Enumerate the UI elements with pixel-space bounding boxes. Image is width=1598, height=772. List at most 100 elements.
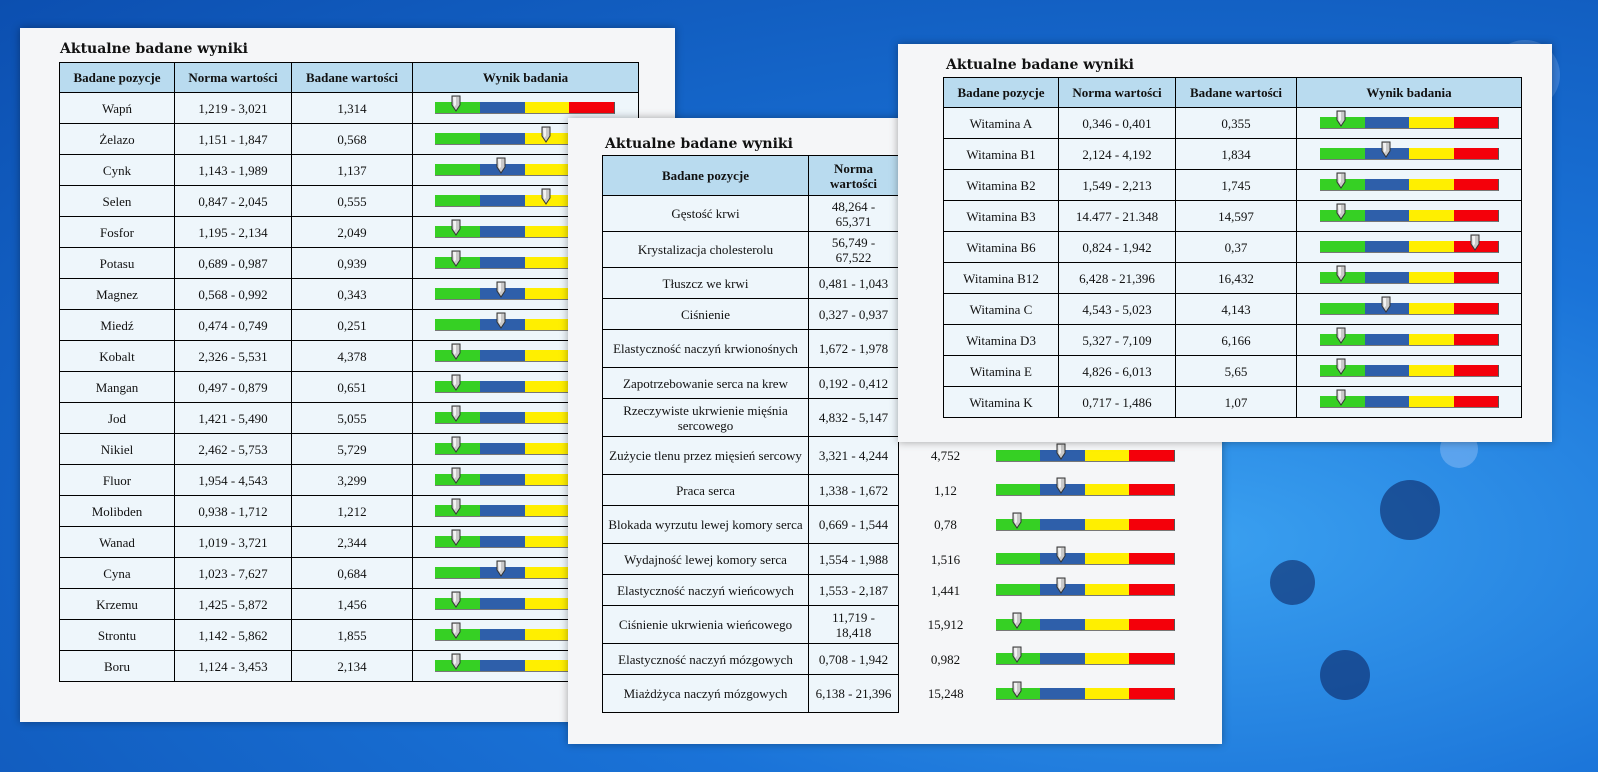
scale-segment [479,505,525,516]
background-molecule [1320,650,1370,700]
column-header: Wynik badania [1296,77,1522,108]
results-panel-minerals: Aktualne badane wyniki Badane pozycje Nor… [20,28,675,722]
row-measured-value: 0,343 [291,278,413,310]
scale-segment [524,164,570,175]
result-scale-bar [1320,389,1499,408]
row-measured-value: 1,07 [1175,386,1297,418]
table-row: Selen 0,847 - 2,045 0,555 [59,185,639,217]
row-measured-value: 1,441 [898,574,993,606]
result-scale-bar [1320,141,1499,160]
row-norm-range: 1,019 - 3,721 [174,526,292,558]
result-scale-bar [1320,234,1499,253]
row-name: Molibden [59,495,175,527]
table-row: Zapotrzebowanie serca na krew 0,192 - 0,4… [602,367,1175,399]
row-measured-value: 0,939 [291,247,413,279]
table-row: Fosfor 1,195 - 2,134 2,049 [59,216,639,248]
scale-segment [1040,618,1085,630]
row-measured-value: 1,456 [291,588,413,620]
row-measured-value: 6,166 [1175,324,1297,356]
table-row: Zużycie tlenu przez mięsień sercowy 3,321… [602,436,1175,475]
scale-segment [479,195,525,206]
row-measured-value: 3,299 [291,464,413,496]
result-scale-bar [1320,172,1499,191]
row-norm-range: 1,954 - 4,543 [174,464,292,496]
row-name: Elastyczność naczyń mózgowych [602,643,809,675]
scale-segment [1364,117,1409,128]
result-bar-cell [992,474,1175,506]
row-name: Jod [59,402,175,434]
scale-segment [1409,148,1454,159]
row-name: Witamina K [943,386,1059,418]
row-norm-range: 1,338 - 1,672 [808,474,899,506]
row-norm-range: 1,421 - 5,490 [174,402,292,434]
table-row: Miażdżyca naczyń mózgowych 6,138 - 21,396… [602,674,1175,713]
row-norm-range: 0,327 - 0,937 [808,298,899,330]
scale-segment [1453,179,1498,190]
scale-segment [1129,484,1174,495]
scale-segment [1320,241,1365,252]
scale-segment [1409,303,1454,314]
result-bar-cell [1296,386,1522,418]
result-marker-icon [1336,389,1346,406]
scale-segment [435,195,480,206]
result-marker-icon [496,560,506,577]
scale-segment [1129,687,1174,699]
scale-segment [995,584,1040,595]
row-norm-range: 0,689 - 0,987 [174,247,292,279]
scale-segment [1453,210,1498,221]
table-row: Wapń 1,219 - 3,021 1,314 [59,92,639,124]
result-marker-icon [451,436,461,453]
result-marker-icon [496,281,506,298]
row-norm-range: 0,708 - 1,942 [808,643,899,675]
row-name: Nikiel [59,433,175,465]
row-norm-range: 6,428 - 21,396 [1058,262,1176,294]
row-norm-range: 0,474 - 0,749 [174,309,292,341]
row-name: Praca serca [602,474,809,506]
scale-segment [435,288,480,299]
scale-segment [1040,653,1085,664]
result-scale-bar [1320,296,1499,315]
row-measured-value: 4,143 [1175,293,1297,325]
row-norm-range: 6,138 - 21,396 [808,674,899,713]
scale-segment [1040,518,1085,530]
row-norm-range: 0,568 - 0,992 [174,278,292,310]
panel-title: Aktualne badane wyniki [946,57,1134,73]
scale-segment [1409,117,1454,128]
row-name: Rzeczywiste ukrwienie mięśnia sercowego [602,398,809,437]
row-measured-value: 0,78 [898,505,993,544]
scale-segment [569,102,614,113]
table-row: Witamina B6 0,824 - 1,942 0,37 [943,231,1522,263]
result-bar-cell [1296,293,1522,325]
table-row: Witamina B2 1,549 - 2,213 1,745 [943,169,1522,201]
result-marker-icon [1336,203,1346,220]
row-name: Miedź [59,309,175,341]
row-norm-range: 1,142 - 5,862 [174,619,292,651]
result-marker-icon [541,188,551,205]
result-bar-cell [1296,324,1522,356]
row-name: Witamina B12 [943,262,1059,294]
table-row: Rzeczywiste ukrwienie mięśnia sercowego 4… [602,398,1175,437]
result-bar-cell [1296,138,1522,170]
scale-segment [1084,518,1129,530]
table-row: Fluor 1,954 - 4,543 3,299 [59,464,639,496]
result-bar-cell [992,643,1175,675]
row-name: Elastyczność naczyń wieńcowych [602,574,809,606]
scale-segment [1320,148,1365,159]
row-name: Miażdżyca naczyń mózgowych [602,674,809,713]
result-marker-icon [496,312,506,329]
scale-segment [1084,618,1129,630]
result-scale-bar [995,577,1175,596]
row-measured-value: 0,982 [898,643,993,675]
scale-segment [1453,117,1498,128]
scale-segment [524,102,570,113]
scale-segment [1453,148,1498,159]
result-marker-icon [1056,546,1066,563]
row-name: Selen [59,185,175,217]
result-marker-icon [1336,358,1346,375]
panel-title: Aktualne badane wyniki [605,136,793,152]
scale-segment [524,598,570,609]
scale-segment [1129,449,1174,461]
table-row: Boru 1,124 - 3,453 2,134 [59,650,639,682]
scale-segment [1409,179,1454,190]
row-measured-value: 16,432 [1175,262,1297,294]
